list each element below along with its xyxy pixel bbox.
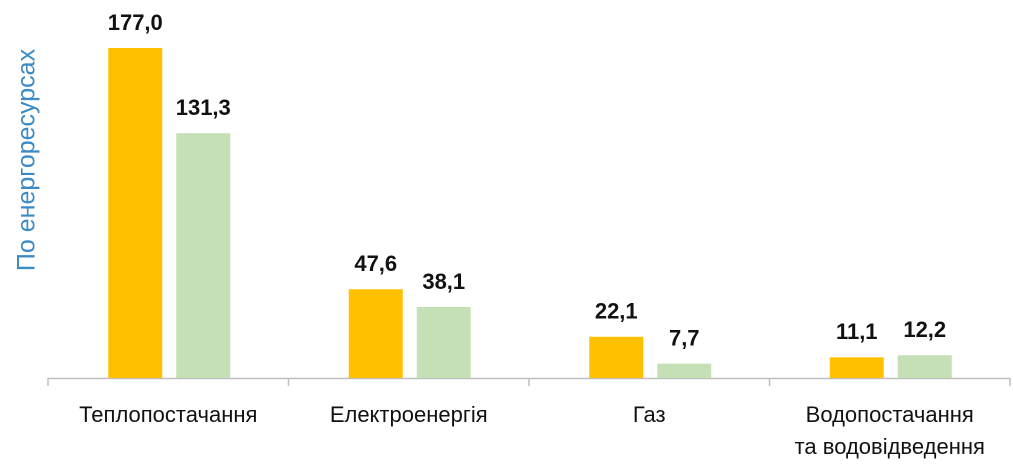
bar: [108, 47, 163, 378]
value-label: 12,2: [903, 317, 946, 342]
value-label: 7,7: [669, 325, 700, 350]
bar: [176, 133, 231, 378]
bar: [416, 306, 471, 378]
value-label: 47,6: [354, 251, 397, 276]
value-label: 177,0: [108, 10, 163, 35]
x-tick-label: Теплопостачання: [79, 402, 257, 427]
bar: [348, 289, 403, 378]
bar: [897, 355, 952, 378]
bar: [657, 363, 712, 378]
x-tick-label: Водопостачання та водовідведення: [795, 402, 985, 459]
bar: [829, 357, 884, 378]
value-label: 11,1: [836, 319, 878, 344]
x-tick-label: Газ: [633, 402, 666, 427]
value-label: 22,1: [595, 299, 638, 324]
y-axis-label: По енергоресурсах: [13, 48, 41, 271]
bar: [589, 336, 644, 378]
x-tick-label: Електроенергія: [330, 402, 488, 427]
value-label: 38,1: [422, 269, 465, 294]
value-label: 131,3: [176, 95, 231, 120]
